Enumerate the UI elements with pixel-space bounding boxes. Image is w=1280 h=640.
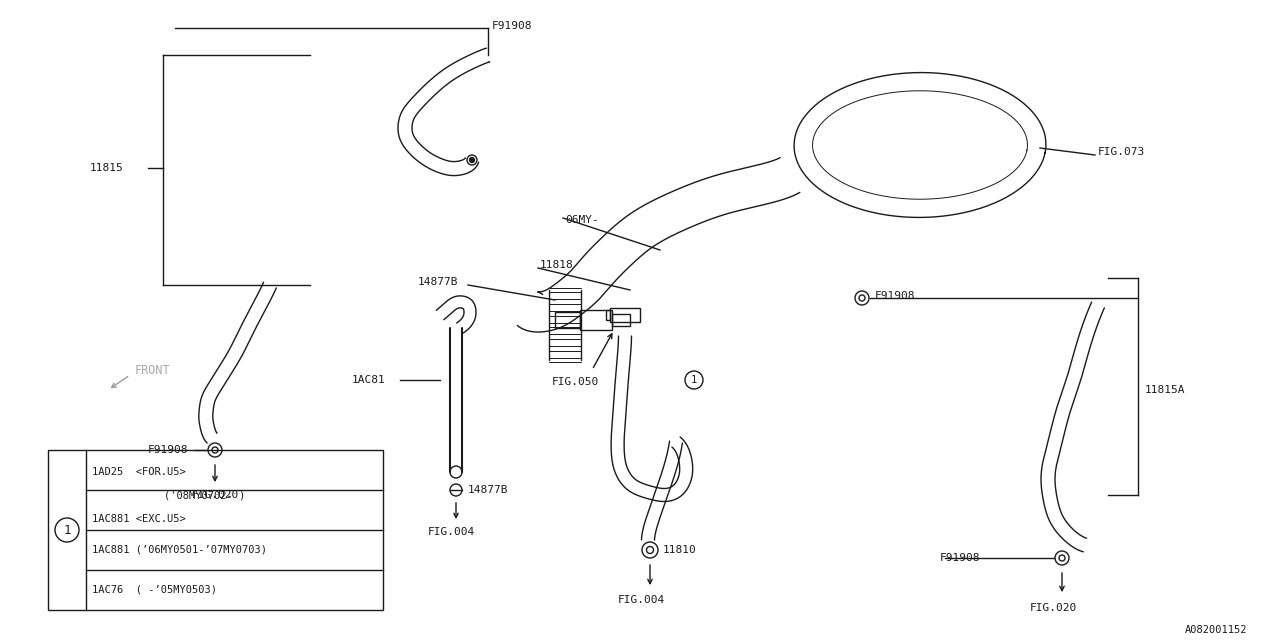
Text: F91908: F91908 bbox=[148, 445, 188, 455]
Text: 14877B: 14877B bbox=[468, 485, 508, 495]
Text: A082001152: A082001152 bbox=[1185, 625, 1248, 635]
Text: 1AC76  ( -’05MY0503): 1AC76 ( -’05MY0503) bbox=[92, 585, 218, 595]
Text: F91908: F91908 bbox=[940, 553, 980, 563]
Text: ('08MY0702- ): ('08MY0702- ) bbox=[164, 491, 246, 501]
Text: 06MY-: 06MY- bbox=[564, 215, 599, 225]
Text: 11815A: 11815A bbox=[1146, 385, 1185, 395]
Text: FIG.050: FIG.050 bbox=[552, 377, 599, 387]
Text: 11815: 11815 bbox=[90, 163, 124, 173]
Text: FIG.073: FIG.073 bbox=[1098, 147, 1146, 157]
Text: 1AD25  <FOR.U5>: 1AD25 <FOR.U5> bbox=[92, 467, 186, 477]
Text: FIG.020: FIG.020 bbox=[192, 490, 239, 500]
Text: FIG.020: FIG.020 bbox=[1030, 603, 1078, 613]
Text: 1AC881 (’06MY0501-’07MY0703): 1AC881 (’06MY0501-’07MY0703) bbox=[92, 545, 268, 555]
Bar bbox=[611, 308, 640, 322]
Bar bbox=[580, 310, 612, 330]
Text: F91908: F91908 bbox=[876, 291, 915, 301]
Text: 1: 1 bbox=[63, 524, 70, 536]
Text: FRONT: FRONT bbox=[134, 364, 170, 376]
Text: 1: 1 bbox=[691, 375, 698, 385]
Bar bbox=[605, 310, 611, 320]
Text: 1AC81: 1AC81 bbox=[352, 375, 385, 385]
Bar bbox=[556, 312, 580, 328]
Text: F91908: F91908 bbox=[492, 21, 532, 31]
Circle shape bbox=[470, 157, 475, 163]
Text: FIG.004: FIG.004 bbox=[618, 595, 666, 605]
Text: 14877B: 14877B bbox=[419, 277, 458, 287]
Text: 11818: 11818 bbox=[540, 260, 573, 270]
Text: 11810: 11810 bbox=[663, 545, 696, 555]
Bar bbox=[49, 450, 383, 610]
Text: 1AC881 <EXC.U5>: 1AC881 <EXC.U5> bbox=[92, 514, 186, 524]
Text: FIG.004: FIG.004 bbox=[428, 527, 475, 537]
Bar bbox=[612, 314, 630, 326]
